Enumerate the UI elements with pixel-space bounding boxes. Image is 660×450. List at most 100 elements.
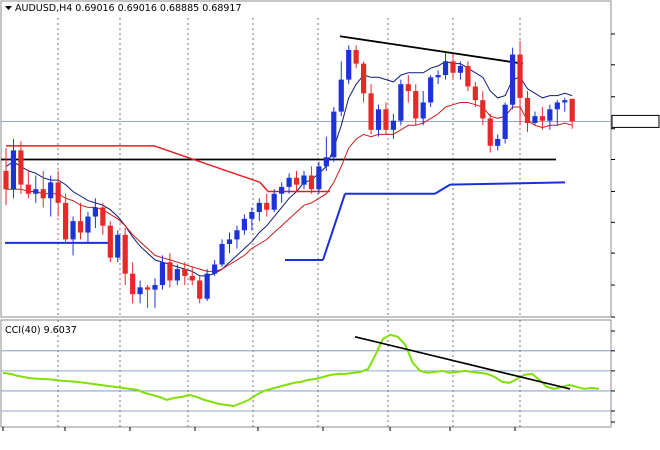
candle-bear [465, 65, 471, 87]
ma-dark-blue-line [5, 60, 573, 277]
candle-bear [524, 97, 531, 123]
cci-line [2, 333, 600, 408]
blue-step-segment [449, 181, 566, 186]
cci-axis [611, 330, 615, 423]
candle-bull [420, 102, 426, 119]
candle-bull [502, 104, 508, 139]
dropdown-triangle-icon[interactable] [5, 6, 12, 10]
candle-bull [547, 109, 553, 121]
price-trendline [339, 35, 524, 65]
candle-bear [368, 93, 374, 130]
symbol-header: AUDUSD,H4 0.69016 0.69016 0.68885 0.6891… [15, 3, 242, 14]
blue-step-segment [434, 183, 451, 195]
cci-panel: CCI(40) 9.6037 [0, 319, 615, 428]
candle-bear [182, 269, 188, 276]
price-panel: AUDUSD,H4 0.69016 0.69016 0.68885 0.6891… [0, 0, 660, 318]
candle-bear [517, 54, 523, 98]
candle-bear [569, 98, 575, 122]
candle-bear [107, 225, 113, 258]
candle-bear [361, 63, 367, 94]
candle-bear [450, 61, 456, 73]
candle-bull [435, 75, 441, 78]
cci-header: CCI(40) 9.6037 [5, 325, 77, 336]
candle-bull [532, 116, 538, 123]
candle-bear [539, 116, 545, 121]
candle-bull [442, 61, 449, 76]
candle-bull [137, 287, 143, 295]
candle-bear [144, 287, 151, 290]
candle-bear [413, 91, 419, 119]
blue-step-segment [322, 193, 346, 261]
candle-bull [375, 109, 382, 130]
candle-bear [405, 84, 411, 92]
candle-bear [293, 177, 300, 185]
candle-bull [398, 84, 404, 121]
candle-bull [256, 202, 262, 213]
candle-bull [428, 77, 434, 103]
candle-bear [487, 118, 493, 146]
candle-bull [323, 157, 329, 167]
candle-bear [130, 273, 136, 295]
candle-bull [286, 177, 292, 187]
candle-bull [92, 207, 98, 217]
candle-bull [174, 269, 180, 281]
candle-bear [18, 150, 24, 185]
candle-bull [457, 65, 464, 73]
red-step-segment [259, 181, 269, 192]
candle-bull [331, 111, 337, 158]
red-step-segment [153, 145, 261, 184]
candle-bear [197, 280, 203, 299]
candle-bear [77, 221, 84, 233]
candle-bull [234, 230, 240, 240]
candle-bull [249, 212, 255, 219]
candle-bull [159, 262, 166, 286]
candle-bull [338, 79, 344, 112]
cci-grid [1, 320, 611, 427]
candle-bear [480, 100, 486, 119]
price-title: AUDUSD,H4 0.69016 0.69016 0.68885 0.6891… [5, 3, 242, 14]
candle-bear [308, 175, 315, 190]
candle-bull [219, 243, 225, 265]
candle-bull [495, 138, 501, 146]
candle-bear [167, 262, 173, 281]
candle-bear [383, 109, 389, 130]
candle-bull [152, 285, 158, 290]
candle-bull [241, 218, 247, 231]
candle-bull [390, 120, 396, 130]
time-axis [2, 427, 516, 431]
candle-bull [510, 54, 516, 105]
candle-bear [189, 275, 195, 281]
cci-frame [0, 319, 612, 428]
candle-bull [554, 102, 560, 110]
candle-bull [212, 264, 218, 274]
candles [3, 40, 575, 308]
candle-bear [264, 202, 270, 210]
candle-bull [346, 49, 352, 80]
candle-bear [122, 234, 128, 274]
candle-bull [115, 234, 121, 258]
price-axis [611, 33, 660, 318]
candle-bull [226, 239, 233, 244]
candle-bull [85, 216, 91, 233]
cci-lines [2, 333, 600, 408]
candle-bear [25, 184, 31, 194]
candle-bull [271, 193, 277, 210]
candle-bear [63, 202, 69, 240]
candle-bear [472, 86, 478, 101]
candle-bull [70, 221, 76, 240]
candle-bull [48, 182, 54, 199]
candle-bull [33, 189, 39, 194]
candle-bull [562, 100, 568, 103]
candle-bear [55, 182, 61, 203]
candle-bear [3, 170, 9, 190]
cci-trendline [354, 336, 571, 390]
candle-bear [100, 207, 106, 226]
candle-bull [301, 175, 307, 185]
last-price-box [611, 114, 660, 128]
candle-bull [204, 273, 210, 299]
candle-bull [10, 150, 17, 190]
candle-bull [316, 166, 322, 190]
candle-bull [279, 186, 285, 194]
candle-bear [353, 49, 359, 64]
